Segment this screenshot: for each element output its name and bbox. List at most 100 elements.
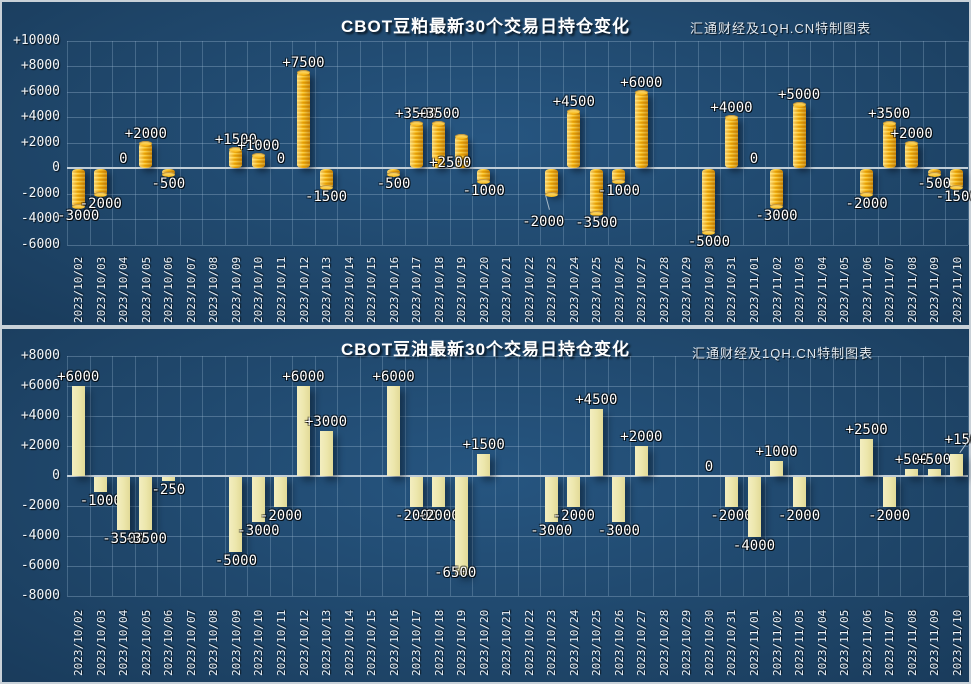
bar <box>927 169 941 178</box>
x-axis-date-label: 2023/11/10 <box>950 256 964 323</box>
bar-value-label: +2000 <box>124 125 167 142</box>
grid-line-horizontal <box>67 142 968 144</box>
bar <box>387 169 401 178</box>
bar <box>544 169 558 196</box>
bar <box>634 446 648 476</box>
grid-line-horizontal <box>67 244 968 246</box>
y-axis-tick-label: -4000 <box>20 211 60 226</box>
bar <box>71 386 85 476</box>
x-axis-date-label: 2023/11/09 <box>928 609 942 676</box>
bar-value-label: +1500 <box>214 131 258 148</box>
bar <box>544 477 558 522</box>
bar <box>882 477 896 507</box>
grid-line-vertical <box>968 40 969 245</box>
soymeal-plot-area: +10000 +8000 +6000 +4000 +2000 0 -2000 -4000 -60… <box>2 2 971 325</box>
bar-value-label: -3000 <box>57 208 100 225</box>
grid-line-vertical <box>404 40 406 245</box>
bar <box>792 477 806 507</box>
bar <box>251 477 265 522</box>
grid-line-horizontal <box>67 219 968 220</box>
x-axis-date-label: 2023/10/07 <box>184 256 198 323</box>
bar <box>387 386 401 476</box>
x-axis-date-label: 2023/10/12 <box>297 609 311 676</box>
bar <box>409 121 423 168</box>
grid-line-horizontal <box>67 40 968 42</box>
grid-line-horizontal <box>67 446 968 447</box>
bar-value-label: -3000 <box>530 523 573 539</box>
x-axis-date-label: 2023/11/04 <box>815 609 829 676</box>
bar <box>274 477 288 507</box>
grid-line-vertical <box>89 40 91 245</box>
x-axis-date-label: 2023/11/04 <box>815 256 829 323</box>
x-axis-date-label: 2023/10/15 <box>365 609 379 676</box>
bar <box>229 146 243 168</box>
x-axis-date-label: 2023/10/04 <box>117 256 131 323</box>
x-axis-date-label: 2023/10/10 <box>252 609 266 676</box>
bar-value-label: -2000 <box>395 508 438 524</box>
grid-line-vertical <box>877 40 879 245</box>
y-axis-tick-label: -4000 <box>20 528 60 543</box>
bar-value-label: 0 <box>276 151 286 167</box>
grid-line-vertical <box>630 40 632 245</box>
x-axis-date-label: 2023/10/23 <box>545 256 559 323</box>
x-axis-date-label: 2023/10/06 <box>162 609 176 676</box>
bar-value-label: +2000 <box>890 125 933 142</box>
x-axis-date-label: 2023/11/02 <box>770 609 784 676</box>
grid-line-vertical <box>900 40 902 245</box>
x-axis-date-label: 2023/10/14 <box>342 609 356 676</box>
x-axis-date-label: 2023/10/04 <box>117 609 131 676</box>
bar <box>71 169 85 210</box>
zero-axis-line <box>67 167 968 169</box>
x-axis-date-label: 2023/11/08 <box>905 256 919 323</box>
bar-value-label: -1500 <box>935 189 971 206</box>
x-axis-date-label: 2023/11/08 <box>905 609 919 676</box>
bar-value-label: -3500 <box>124 530 167 547</box>
x-axis-date-label: 2023/10/03 <box>94 256 108 323</box>
x-axis-date-label: 2023/11/02 <box>770 256 784 323</box>
bar <box>409 477 423 507</box>
y-axis-tick-label: +8000 <box>20 58 60 73</box>
grid-line-vertical <box>652 40 654 245</box>
grid-line-horizontal <box>67 536 968 537</box>
bar <box>161 477 175 481</box>
bar-value-label: +6000 <box>620 74 663 91</box>
x-axis-date-label: 2023/10/08 <box>207 609 221 676</box>
x-axis-date-label: 2023/10/14 <box>342 256 356 323</box>
x-axis-date-label: 2023/10/27 <box>635 609 649 676</box>
x-axis-date-label: 2023/11/09 <box>928 256 942 323</box>
bar-value-label: -3000 <box>237 523 280 539</box>
x-axis-date-label: 2023/10/30 <box>702 609 716 676</box>
grid-line-vertical <box>540 40 542 245</box>
bar-value-label: -500 <box>376 176 411 193</box>
bar-value-label: -2000 <box>417 508 460 524</box>
bar-value-label: -2000 <box>845 195 888 212</box>
x-axis-date-label: 2023/10/11 <box>274 609 288 676</box>
grid-line-vertical <box>562 40 564 245</box>
bar <box>161 169 175 178</box>
bar <box>297 386 310 476</box>
x-axis-date-label: 2023/10/21 <box>500 256 514 323</box>
bar <box>905 468 919 476</box>
bar <box>139 477 153 530</box>
grid-line-vertical <box>202 40 204 245</box>
bar-value-label: -4000 <box>732 538 776 554</box>
x-axis-date-label: 2023/11/07 <box>883 609 897 676</box>
grid-line-vertical <box>810 40 812 245</box>
grid-line-vertical <box>945 40 947 245</box>
bar-value-label: -5000 <box>214 553 258 569</box>
bar <box>297 70 310 168</box>
x-axis-date-label: 2023/10/16 <box>387 256 401 323</box>
grid-line-horizontal <box>67 66 968 67</box>
grid-line-horizontal <box>67 91 968 93</box>
x-axis-date-label: 2023/10/02 <box>72 609 86 676</box>
bar <box>477 169 491 184</box>
y-axis-tick-label: +2000 <box>20 134 60 150</box>
grid-line-vertical <box>157 40 159 245</box>
bar-value-label: +3000 <box>304 414 348 430</box>
bar <box>454 477 468 575</box>
bar-value-label: -1500 <box>304 189 348 206</box>
bar-value-label: +5000 <box>777 87 821 104</box>
y-axis-tick-label: -2000 <box>20 185 60 201</box>
bar-value-label: 0 <box>119 151 128 167</box>
